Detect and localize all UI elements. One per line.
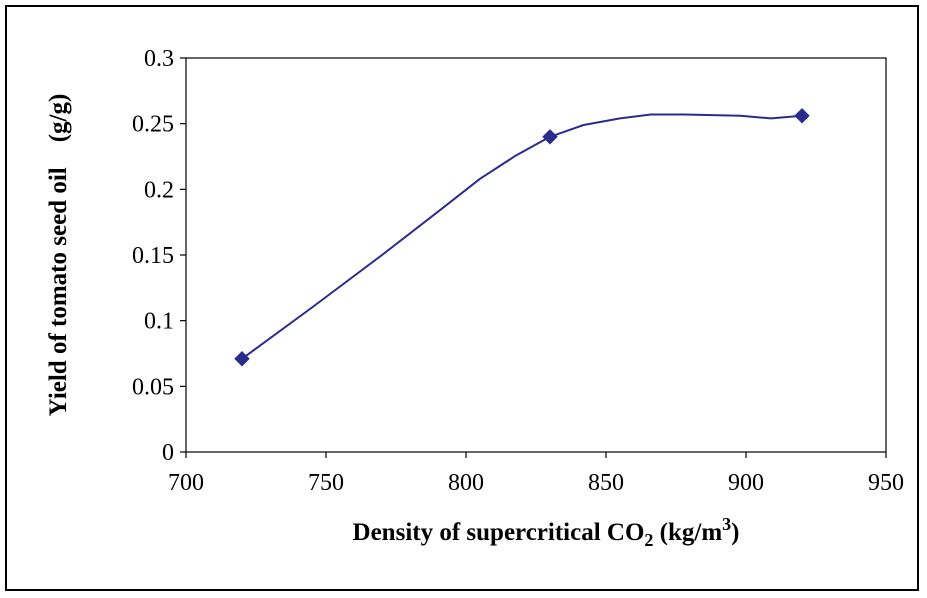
y-tick-label: 0.2 (144, 177, 174, 203)
data-point-marker (234, 351, 250, 367)
data-point-marker (542, 129, 558, 145)
y-tick-label: 0.3 (144, 46, 174, 72)
y-axis-ticks: 0 0.05 0.1 0.15 0.2 0.25 0.3 (132, 46, 186, 466)
x-tick-label: 800 (448, 470, 484, 496)
data-point-marker (794, 108, 810, 124)
y-tick-label: 0.15 (132, 243, 174, 269)
series-layer (234, 108, 810, 367)
y-axis-title: Yield of tomato seed oil (g/g) (45, 94, 72, 417)
x-axis-ticks: 700 750 800 850 900 950 (168, 452, 904, 496)
series-line (241, 113, 803, 360)
y-tick-label: 0.1 (144, 309, 174, 335)
x-tick-label: 900 (728, 470, 764, 496)
x-axis-title: Density of supercritical CO2 (kg/m3) (353, 514, 740, 550)
y-tick-label: 0.25 (132, 112, 174, 138)
y-tick-label: 0.05 (132, 374, 174, 400)
x-tick-label: 850 (588, 470, 624, 496)
x-tick-label: 950 (868, 470, 904, 496)
chart-frame (5, 5, 919, 591)
y-tick-label: 0 (162, 440, 174, 466)
x-tick-label: 700 (168, 470, 204, 496)
x-tick-label: 750 (308, 470, 344, 496)
